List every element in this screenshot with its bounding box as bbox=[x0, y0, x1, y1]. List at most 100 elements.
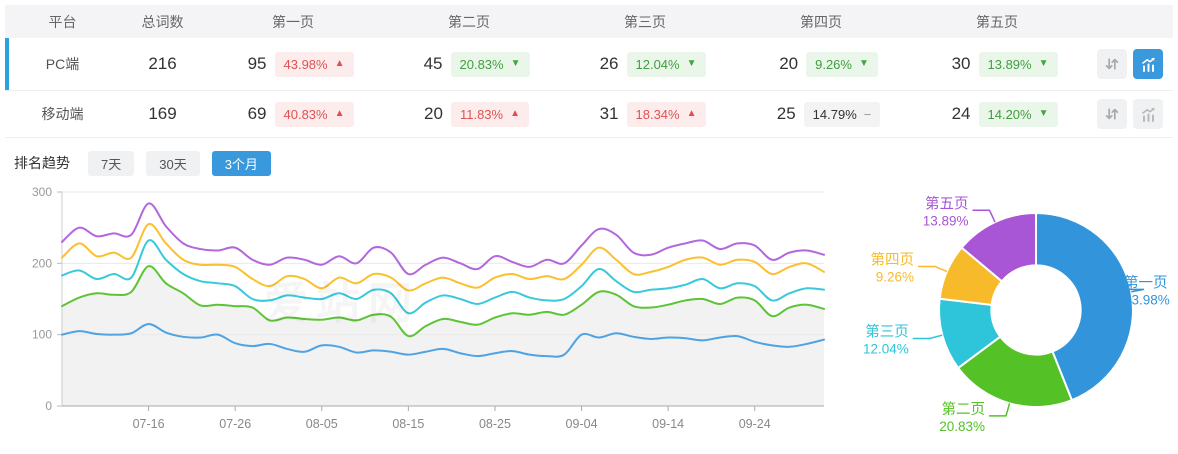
trend-up-icon: ▲ bbox=[334, 108, 345, 119]
page-count: 25 bbox=[776, 104, 796, 123]
x-axis-label: 07-26 bbox=[219, 417, 251, 431]
line-chart[interactable]: 爱站网 010020030007-1607-2608-0508-1508-250… bbox=[14, 182, 854, 454]
area-fill bbox=[62, 266, 824, 406]
pie-chart[interactable]: 第一页 43.98% 第二页 20.83% 第三页 12.04% 第四页 9.26% 第五页 13… bbox=[854, 182, 1178, 454]
rank-table: 平台 总词数 第一页 第二页 第三页 第四页 第五页 PC端 216 95 43.98% ▲ 45 20… bbox=[5, 5, 1173, 138]
page-cell: 20 9.26% ▼ bbox=[733, 51, 909, 77]
percent-badge: 14.79% − bbox=[803, 101, 881, 127]
trend-tabs: 7天 30天 3个月 bbox=[88, 150, 283, 176]
y-axis-label: 100 bbox=[32, 328, 52, 342]
pie-label-percent: 20.83% bbox=[939, 419, 985, 434]
sort-icon bbox=[1105, 58, 1119, 70]
series-line-第四页 bbox=[61, 223, 825, 292]
pie-label-name: 第五页 bbox=[925, 194, 969, 212]
page-cell: 26 12.04% ▼ bbox=[557, 51, 733, 77]
page-count: 24 bbox=[951, 104, 971, 123]
x-axis-label: 09-24 bbox=[739, 417, 771, 431]
x-axis-label: 08-25 bbox=[479, 417, 511, 431]
pie-label-line bbox=[1120, 288, 1145, 293]
percent-badge: 40.83% ▲ bbox=[274, 101, 354, 127]
page-count: 26 bbox=[599, 54, 619, 73]
page-cell: 24 14.20% ▼ bbox=[909, 101, 1085, 127]
active-row-accent bbox=[5, 38, 9, 90]
row-actions bbox=[1085, 49, 1173, 79]
x-axis-label: 08-15 bbox=[392, 417, 424, 431]
trend-tab-2[interactable]: 3个月 bbox=[211, 150, 271, 176]
page-cell: 25 14.79% − bbox=[733, 101, 909, 127]
page-cell: 20 11.83% ▲ bbox=[381, 101, 557, 127]
trend-tab-1[interactable]: 30天 bbox=[146, 150, 200, 176]
page-count: 45 bbox=[423, 54, 443, 73]
trend-down-icon: ▼ bbox=[510, 58, 521, 69]
col-header-5: 第四页 bbox=[800, 13, 842, 30]
total-words: 216 bbox=[148, 54, 177, 73]
pie-label-name: 第三页 bbox=[865, 322, 909, 340]
trend-down-icon: ▼ bbox=[1038, 108, 1049, 119]
percent-value: 12.04% bbox=[635, 56, 680, 72]
col-header-6: 第五页 bbox=[976, 13, 1018, 30]
trend-chart-icon bbox=[1141, 107, 1154, 122]
chart-button[interactable] bbox=[1133, 99, 1163, 129]
page-count: 20 bbox=[424, 104, 443, 123]
pie-label-line bbox=[972, 209, 996, 223]
trend-body: 爱站网 010020030007-1607-2608-0508-1508-250… bbox=[14, 182, 1178, 454]
trend-up-icon: ▲ bbox=[334, 58, 345, 69]
page-count: 69 bbox=[247, 104, 267, 123]
trend-down-icon: ▼ bbox=[1038, 58, 1049, 69]
pie-label-percent: 43.98% bbox=[1124, 292, 1170, 307]
page-cell: 69 40.83% ▲ bbox=[205, 101, 381, 127]
pie-label-line bbox=[917, 265, 948, 273]
pie-label-percent: 13.89% bbox=[923, 213, 969, 228]
row-actions bbox=[1085, 99, 1173, 129]
percent-badge: 18.34% ▲ bbox=[626, 101, 706, 127]
percent-value: 13.89% bbox=[987, 56, 1032, 72]
trend-title: 排名趋势 bbox=[14, 155, 70, 171]
table-row[interactable]: PC端 216 95 43.98% ▲ 45 20.83% ▼ 26 12.04% ▼ 20 9.26%… bbox=[5, 38, 1173, 91]
sort-icon bbox=[1105, 108, 1119, 120]
x-axis-label: 09-14 bbox=[652, 417, 684, 431]
pie-label-line bbox=[912, 334, 943, 340]
percent-value: 14.79% bbox=[812, 106, 857, 122]
col-header-4: 第三页 bbox=[624, 13, 666, 30]
percent-badge: 12.04% ▼ bbox=[626, 51, 706, 77]
page-count: 95 bbox=[247, 54, 267, 73]
page-cell: 95 43.98% ▲ bbox=[205, 51, 381, 77]
x-axis-label: 08-05 bbox=[306, 417, 338, 431]
pie-label-name: 第二页 bbox=[942, 400, 986, 418]
keyword-rank-panel: 平台 总词数 第一页 第二页 第三页 第四页 第五页 PC端 216 95 43.98% ▲ 45 20… bbox=[0, 5, 1178, 454]
trend-flat-icon: − bbox=[863, 106, 872, 122]
percent-badge: 14.20% ▼ bbox=[978, 101, 1058, 127]
y-axis-label: 300 bbox=[32, 185, 52, 199]
percent-badge: 43.98% ▲ bbox=[274, 51, 354, 77]
percent-value: 18.34% bbox=[635, 106, 680, 122]
table-row[interactable]: 移动端 169 69 40.83% ▲ 20 11.83% ▲ 31 18.34% ▲ 25 14.79… bbox=[5, 91, 1173, 138]
page-count: 30 bbox=[951, 54, 971, 73]
sort-button[interactable] bbox=[1097, 49, 1127, 79]
series-line-第一页 bbox=[61, 322, 825, 358]
col-header-3: 第二页 bbox=[448, 13, 490, 30]
pie-label-percent: 12.04% bbox=[863, 341, 909, 356]
platform-label: 移动端 bbox=[41, 106, 84, 122]
pie-slice-第一页[interactable] bbox=[1035, 212, 1134, 402]
y-axis-label: 0 bbox=[45, 399, 52, 413]
pie-slice-第五页[interactable] bbox=[960, 212, 1037, 283]
percent-badge: 9.26% ▼ bbox=[806, 51, 878, 77]
page-cell: 30 13.89% ▼ bbox=[909, 51, 1085, 77]
trend-header: 排名趋势 7天 30天 3个月 bbox=[14, 150, 1178, 176]
page-cell: 45 20.83% ▼ bbox=[381, 51, 557, 77]
percent-value: 11.83% bbox=[459, 106, 504, 122]
series-line-第三页 bbox=[61, 239, 825, 315]
trend-chart-icon bbox=[1141, 57, 1154, 72]
chart-button[interactable] bbox=[1133, 49, 1163, 79]
page-count: 20 bbox=[779, 54, 799, 73]
x-axis-label: 09-04 bbox=[566, 417, 598, 431]
sort-button[interactable] bbox=[1097, 99, 1127, 129]
col-header-2: 第一页 bbox=[272, 13, 314, 30]
pie-slice-第二页[interactable] bbox=[957, 335, 1073, 408]
trend-tab-0[interactable]: 7天 bbox=[88, 150, 135, 176]
percent-value: 20.83% bbox=[459, 56, 504, 72]
trend-up-icon: ▲ bbox=[686, 108, 697, 119]
trend-down-icon: ▼ bbox=[858, 58, 869, 69]
percent-value: 43.98% bbox=[283, 56, 328, 72]
